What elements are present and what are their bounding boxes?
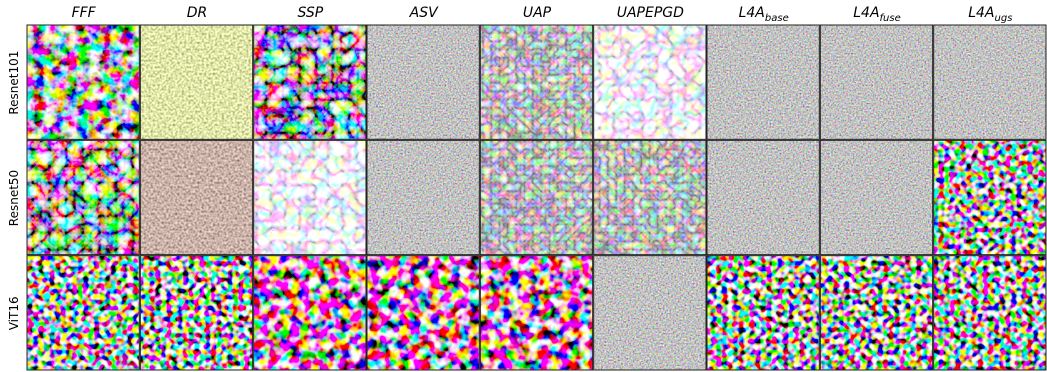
perturbation-image [594,25,706,139]
image-grid [27,25,1046,370]
header-text: DR [187,5,208,21]
perturbation-image [254,140,366,254]
header-subscript: fuse [880,13,901,24]
column-header: FFF [72,5,97,21]
header-subscript: base [765,13,789,24]
perturbation-image [140,25,252,139]
column-header: L4Augs [968,5,1012,24]
perturbation-image [480,25,592,139]
perturbation-image [707,256,819,370]
perturbation-image [820,25,932,139]
perturbation-image [27,256,139,370]
perturbation-image [254,256,366,370]
perturbation-image [594,256,706,370]
column-header: ASV [409,5,439,21]
perturbation-image [594,140,706,254]
header-text: FFF [72,5,97,21]
perturbation-image [140,256,252,370]
perturbation-image [707,140,819,254]
column-header: UAP [523,5,552,21]
perturbation-image [27,140,139,254]
column-header: UAPEPGD [617,5,684,21]
perturbation-image [254,25,366,139]
row-label: Resnet50 [7,170,21,226]
perturbation-image [140,140,252,254]
perturbation-image [367,256,479,370]
header-subscript: ugs [995,13,1013,24]
header-text: L4A [853,5,879,21]
perturbation-image [820,140,932,254]
perturbation-image [934,256,1046,370]
header-text: ASV [409,5,439,21]
perturbation-image [934,140,1046,254]
header-text: L4A [968,5,994,21]
header-text: UAP [523,5,552,21]
perturbation-image [367,140,479,254]
perturbation-image [480,256,592,370]
perturbation-image [707,25,819,139]
header-text: L4A [739,5,765,21]
perturbation-image [934,25,1046,139]
column-header: L4Abase [739,5,789,24]
row-label: ViT16 [7,296,21,330]
perturbation-image [820,256,932,370]
column-header: L4Afuse [853,5,901,24]
column-header: SSP [297,5,323,21]
row-label: Resnet101 [7,51,21,115]
header-text: SSP [297,5,323,21]
perturbation-image [480,140,592,254]
perturbation-image [367,25,479,139]
header-text: UAPEPGD [617,5,684,21]
perturbation-image [27,25,139,139]
figure: FFFDRSSPASVUAPUAPEPGDL4AbaseL4AfuseL4Aug… [0,0,1047,372]
column-header: DR [187,5,208,21]
